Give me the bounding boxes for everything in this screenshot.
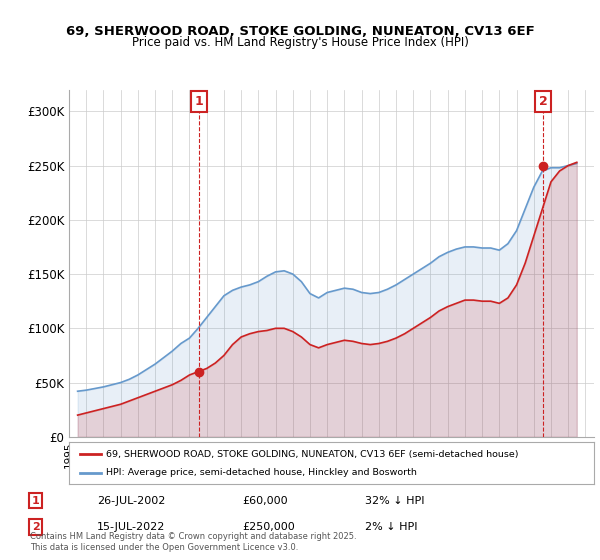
Text: 1: 1 (194, 95, 203, 108)
Text: £60,000: £60,000 (242, 496, 287, 506)
Text: 69, SHERWOOD ROAD, STOKE GOLDING, NUNEATON, CV13 6EF: 69, SHERWOOD ROAD, STOKE GOLDING, NUNEAT… (65, 25, 535, 38)
Text: 1: 1 (32, 496, 40, 506)
Text: 26-JUL-2002: 26-JUL-2002 (97, 496, 166, 506)
Text: 2% ↓ HPI: 2% ↓ HPI (365, 522, 418, 532)
Text: 15-JUL-2022: 15-JUL-2022 (97, 522, 166, 532)
Text: 32% ↓ HPI: 32% ↓ HPI (365, 496, 424, 506)
Text: Contains HM Land Registry data © Crown copyright and database right 2025.
This d: Contains HM Land Registry data © Crown c… (30, 532, 356, 552)
Text: HPI: Average price, semi-detached house, Hinckley and Bosworth: HPI: Average price, semi-detached house,… (106, 468, 416, 477)
Text: 2: 2 (539, 95, 547, 108)
Text: 69, SHERWOOD ROAD, STOKE GOLDING, NUNEATON, CV13 6EF (semi-detached house): 69, SHERWOOD ROAD, STOKE GOLDING, NUNEAT… (106, 450, 518, 459)
Text: £250,000: £250,000 (242, 522, 295, 532)
Text: Price paid vs. HM Land Registry's House Price Index (HPI): Price paid vs. HM Land Registry's House … (131, 36, 469, 49)
Text: 2: 2 (32, 522, 40, 532)
